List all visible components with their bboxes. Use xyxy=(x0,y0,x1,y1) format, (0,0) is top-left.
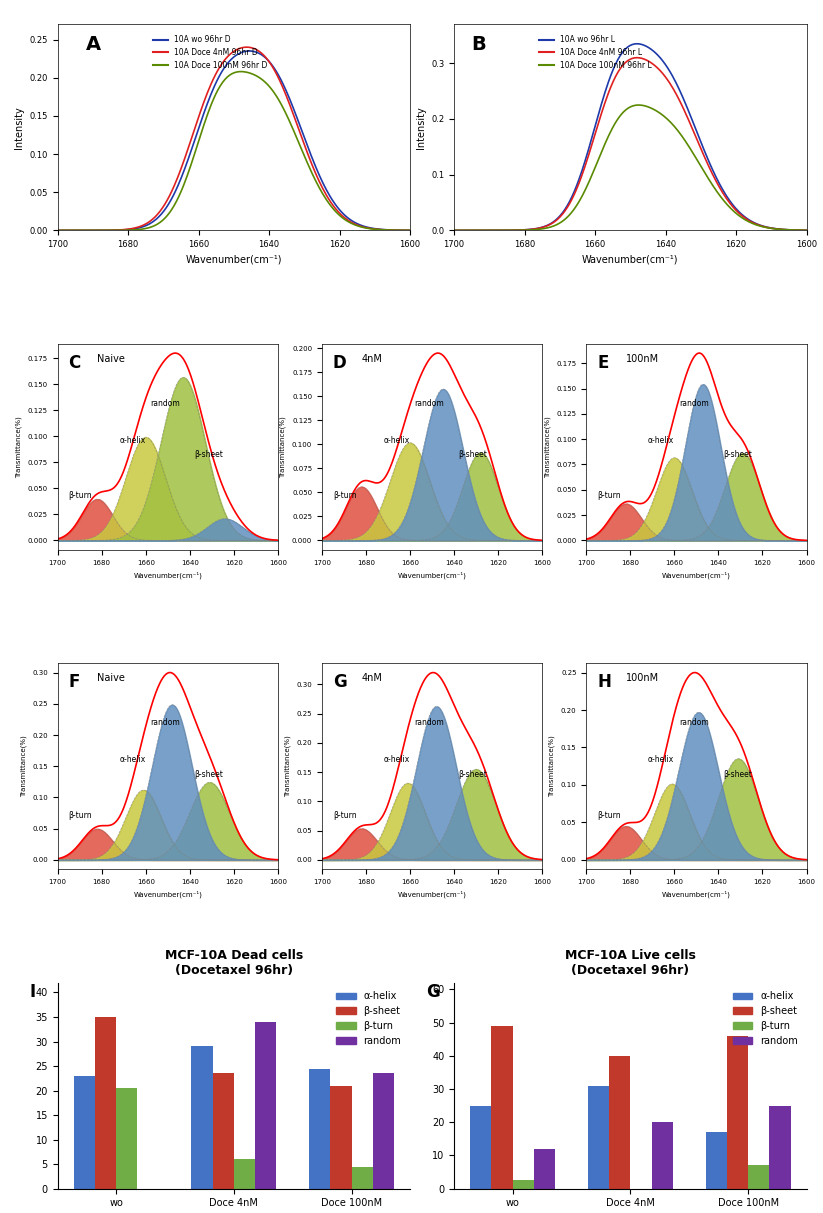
Text: β-turn: β-turn xyxy=(68,810,92,820)
X-axis label: Wavenumber(cm⁻¹): Wavenumber(cm⁻¹) xyxy=(133,571,202,579)
Text: I: I xyxy=(30,983,35,1001)
X-axis label: Wavenumber(cm⁻¹): Wavenumber(cm⁻¹) xyxy=(582,255,679,264)
Bar xyxy=(234,1160,255,1189)
Text: α-helix: α-helix xyxy=(648,435,674,445)
Text: α-helix: α-helix xyxy=(648,756,674,764)
Text: C: C xyxy=(68,354,81,372)
Text: β-sheet: β-sheet xyxy=(723,450,751,459)
Legend: 10A wo 96hr L, 10A Doce 4nM 96hr L, 10A Doce 100nM 96hr L: 10A wo 96hr L, 10A Doce 4nM 96hr L, 10A … xyxy=(536,33,655,73)
Bar xyxy=(513,1180,534,1189)
Text: β-sheet: β-sheet xyxy=(194,769,223,779)
Legend: 10A wo 96hr D, 10A Doce 4nM 96hr D, 10A Doce 100nM 96hr D: 10A wo 96hr D, 10A Doce 4nM 96hr D, 10A … xyxy=(150,33,271,73)
Text: 100nM: 100nM xyxy=(626,673,659,683)
Text: α-helix: α-helix xyxy=(119,435,146,445)
Text: 4nM: 4nM xyxy=(361,354,383,364)
Text: D: D xyxy=(333,354,346,372)
Y-axis label: Transmittance(%): Transmittance(%) xyxy=(549,735,556,797)
Text: 4nM: 4nM xyxy=(361,673,383,683)
X-axis label: Wavenumber(cm⁻¹): Wavenumber(cm⁻¹) xyxy=(662,890,731,898)
Bar xyxy=(770,1105,791,1189)
Bar xyxy=(470,1105,491,1189)
Bar xyxy=(727,1036,748,1189)
Bar xyxy=(95,1016,116,1189)
Bar xyxy=(652,1122,672,1189)
Bar xyxy=(330,1086,351,1189)
Bar xyxy=(212,1074,234,1189)
Bar xyxy=(192,1047,212,1189)
Text: G: G xyxy=(426,983,439,1001)
Bar xyxy=(588,1086,609,1189)
Text: random: random xyxy=(679,718,709,727)
Bar xyxy=(748,1166,770,1189)
Legend: α-helix, β-sheet, β-turn, random: α-helix, β-sheet, β-turn, random xyxy=(729,987,802,1050)
Text: β-turn: β-turn xyxy=(597,810,621,820)
Bar xyxy=(351,1167,373,1189)
Text: Naive: Naive xyxy=(97,673,125,683)
Text: random: random xyxy=(679,399,709,408)
Y-axis label: Intensity: Intensity xyxy=(416,106,425,149)
X-axis label: Wavenumber(cm⁻¹): Wavenumber(cm⁻¹) xyxy=(133,890,202,898)
Text: A: A xyxy=(86,34,101,53)
X-axis label: Wavenumber(cm⁻¹): Wavenumber(cm⁻¹) xyxy=(185,255,282,264)
Y-axis label: Intensity: Intensity xyxy=(14,106,24,149)
Y-axis label: Transmittance(%): Transmittance(%) xyxy=(544,416,551,478)
Y-axis label: Transmittance(%): Transmittance(%) xyxy=(20,735,26,797)
Text: F: F xyxy=(68,673,80,691)
Text: β-sheet: β-sheet xyxy=(458,450,487,459)
Text: B: B xyxy=(472,34,486,53)
Bar xyxy=(491,1026,513,1189)
Title: MCF-10A Dead cells
(Docetaxel 96hr): MCF-10A Dead cells (Docetaxel 96hr) xyxy=(165,950,303,978)
Text: β-sheet: β-sheet xyxy=(458,769,487,779)
Text: G: G xyxy=(333,673,346,691)
Text: random: random xyxy=(150,718,180,727)
Text: α-helix: α-helix xyxy=(119,756,146,764)
Bar xyxy=(609,1055,630,1189)
Text: H: H xyxy=(597,673,611,691)
Bar xyxy=(309,1069,330,1189)
Bar xyxy=(373,1074,394,1189)
Bar xyxy=(705,1132,727,1189)
Text: β-turn: β-turn xyxy=(333,491,356,500)
Y-axis label: Transmittance(%): Transmittance(%) xyxy=(280,416,286,478)
Text: α-helix: α-helix xyxy=(384,756,410,764)
Text: 100nM: 100nM xyxy=(626,354,659,364)
Text: β-turn: β-turn xyxy=(68,491,92,500)
Text: random: random xyxy=(415,399,444,408)
Bar xyxy=(255,1021,277,1189)
Text: α-helix: α-helix xyxy=(384,435,410,445)
X-axis label: Wavenumber(cm⁻¹): Wavenumber(cm⁻¹) xyxy=(398,571,467,579)
X-axis label: Wavenumber(cm⁻¹): Wavenumber(cm⁻¹) xyxy=(398,890,467,898)
Text: β-sheet: β-sheet xyxy=(723,769,751,779)
Text: random: random xyxy=(150,399,180,408)
Bar xyxy=(534,1149,555,1189)
Legend: α-helix, β-sheet, β-turn, random: α-helix, β-sheet, β-turn, random xyxy=(332,987,405,1050)
Bar xyxy=(116,1088,137,1189)
X-axis label: Wavenumber(cm⁻¹): Wavenumber(cm⁻¹) xyxy=(662,571,731,579)
Text: Naive: Naive xyxy=(97,354,125,364)
Y-axis label: Transmittance(%): Transmittance(%) xyxy=(16,416,22,478)
Text: E: E xyxy=(597,354,609,372)
Y-axis label: Transmittance(%): Transmittance(%) xyxy=(285,735,291,797)
Text: β-sheet: β-sheet xyxy=(194,450,223,459)
Title: MCF-10A Live cells
(Docetaxel 96hr): MCF-10A Live cells (Docetaxel 96hr) xyxy=(565,950,695,978)
Text: β-turn: β-turn xyxy=(333,810,356,820)
Text: β-turn: β-turn xyxy=(597,491,621,500)
Bar xyxy=(73,1076,95,1189)
Text: random: random xyxy=(415,718,444,727)
